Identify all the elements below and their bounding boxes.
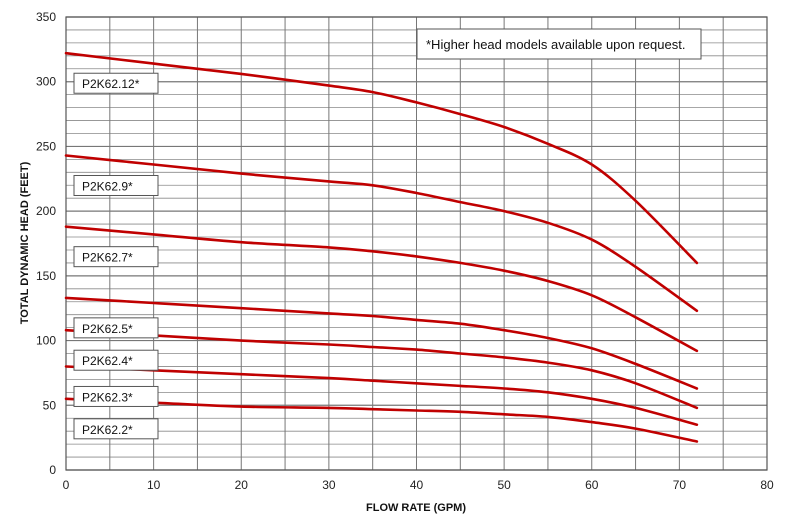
series-label: P2K62.7* <box>73 246 159 268</box>
y-tick-label: 350 <box>36 10 56 24</box>
series-label: P2K62.2* <box>73 418 159 440</box>
plot-area-border <box>65 16 768 471</box>
series-label-text: P2K62.9* <box>82 179 133 193</box>
series-label-text: P2K62.5* <box>82 322 133 336</box>
x-tick-label: 20 <box>235 478 249 492</box>
y-axis-title: TOTAL DYNAMIC HEAD (FEET) <box>19 161 31 324</box>
series-label-text: P2K62.2* <box>82 423 133 437</box>
x-tick-label: 40 <box>410 478 424 492</box>
x-tick-label: 80 <box>760 478 774 492</box>
y-tick-label: 0 <box>49 463 56 477</box>
x-tick-label: 30 <box>322 478 336 492</box>
series-label-box <box>73 349 159 371</box>
series-label: P2K62.12* <box>73 72 159 94</box>
series-label-text: P2K62.12* <box>82 77 140 91</box>
series-label-box <box>73 72 159 94</box>
y-tick-labels: 0 50 100 150 200 250 300 350 <box>36 10 56 477</box>
series-label: P2K62.5* <box>73 317 159 339</box>
x-axis-title: FLOW RATE (GPM) <box>366 502 466 514</box>
y-tick-label: 200 <box>36 204 56 218</box>
series-label-box <box>73 174 159 196</box>
series-label: P2K62.4* <box>73 349 159 371</box>
series-label-box <box>73 418 159 440</box>
chart-grid <box>65 16 768 471</box>
y-tick-label: 100 <box>36 334 56 348</box>
series-line-p2k62-5 <box>64 296 699 390</box>
series-label-box <box>73 385 159 407</box>
annotation-box: *Higher head models available upon reque… <box>416 28 702 60</box>
x-tick-label: 10 <box>147 478 161 492</box>
series-line-p2k62-2 <box>64 397 699 443</box>
series-lines <box>64 51 699 443</box>
x-tick-label: 50 <box>497 478 511 492</box>
x-tick-label: 0 <box>63 478 70 492</box>
series-label-text: P2K62.7* <box>82 251 133 265</box>
annotation-text: *Higher head models available upon reque… <box>426 37 685 52</box>
series-label: P2K62.3* <box>73 385 159 407</box>
series-label-box <box>73 246 159 268</box>
series-label-box <box>73 317 159 339</box>
y-tick-label: 250 <box>36 139 56 153</box>
series-labels: P2K62.12* P2K62.9* P2K62.7* P2K62.5* P2K62.4… <box>73 72 159 440</box>
y-tick-label: 300 <box>36 75 56 89</box>
series-line-p2k62-3 <box>64 365 699 426</box>
x-tick-label: 60 <box>585 478 599 492</box>
series-label-text: P2K62.3* <box>82 390 133 404</box>
series-line-p2k62-7 <box>64 225 699 353</box>
y-tick-label: 150 <box>36 269 56 283</box>
series-line-p2k62-9 <box>64 154 699 313</box>
series-label: P2K62.9* <box>73 174 159 196</box>
x-tick-labels: 0 10 20 30 40 50 60 70 80 <box>63 478 774 492</box>
y-tick-label: 50 <box>43 398 57 412</box>
series-line-p2k62-12 <box>64 51 699 265</box>
series-label-text: P2K62.4* <box>82 354 133 368</box>
series-line-p2k62-4 <box>64 328 699 410</box>
x-tick-label: 70 <box>673 478 687 492</box>
